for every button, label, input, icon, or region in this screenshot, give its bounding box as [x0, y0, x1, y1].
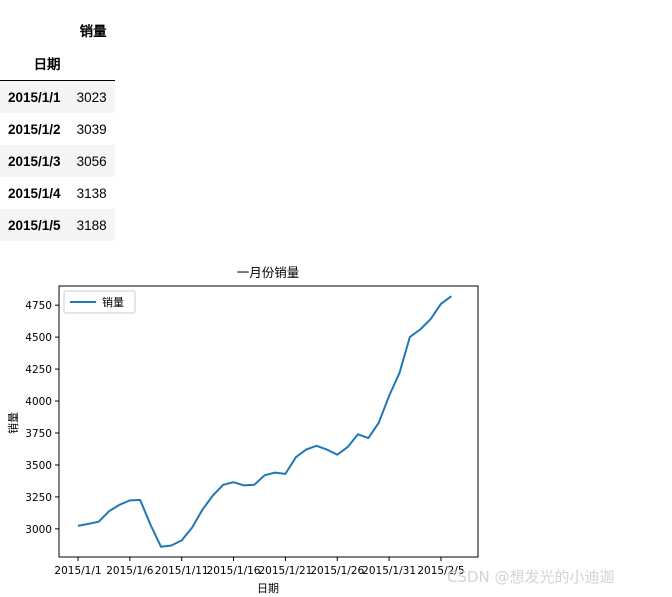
y-tick-label: 4500: [25, 332, 52, 344]
index-name-date: 日期: [33, 57, 61, 72]
table-row: 2015/1/4 3138: [0, 177, 115, 209]
series-line-sales: [77, 295, 452, 548]
y-tick-label: 3500: [25, 460, 52, 472]
legend-box: [63, 290, 136, 314]
table-row: 2015/1/5 3188: [0, 209, 115, 241]
table-row: 2015/1/1 3023: [0, 80, 115, 113]
index-name-row: 日期: [0, 46, 115, 81]
table-row: 2015/1/3 3056: [0, 145, 115, 177]
y-tick-label: 4000: [25, 396, 52, 408]
y-tick-label: 4250: [25, 364, 52, 376]
corner-cell: [0, 14, 69, 46]
x-axis: 2015/1/1 2015/1/6 2015/1/112015/1/162015/1…: [54, 557, 465, 577]
x-tick-label: 2015/1/21: [258, 565, 312, 577]
plot-frame: [58, 285, 479, 558]
row-value: 3056: [76, 153, 107, 169]
x-tick-label: 2015/1/1: [54, 565, 101, 577]
legend: 销量: [63, 290, 136, 314]
x-tick-label: 2015/1/31: [362, 565, 416, 577]
x-tick-label: 2015/1/11: [155, 565, 209, 577]
column-header-sales: 销量: [79, 24, 107, 39]
index-name-empty: [69, 46, 115, 81]
row-value: 3039: [76, 121, 107, 137]
dataframe-table: 销量 日期 2015/1/1 3023 2015/1/2 3039 2015/1…: [0, 14, 115, 241]
row-date: 2015/1/3: [8, 153, 61, 169]
y-tick-label: 3250: [25, 492, 52, 504]
watermark: CSDN @想发光的小迪迦: [447, 568, 615, 586]
x-tick-label: 2015/1/16: [207, 565, 261, 577]
row-date: 2015/1/2: [8, 121, 61, 137]
x-tick-label: 2015/2/5: [417, 565, 464, 577]
chart-title: 一月份销量: [237, 265, 300, 280]
y-axis: 3000 3250 3500 3750 4000 4250 4500 4750: [25, 300, 59, 536]
row-value: 3023: [76, 89, 107, 105]
line-chart: 一月份销量 3000 3250 3500 3750 4000 4250 4500 4750 2…: [6, 265, 479, 595]
table-row: 2015/1/2 3039: [0, 113, 115, 145]
legend-label: 销量: [102, 295, 124, 309]
row-date: 2015/1/4: [8, 185, 61, 201]
row-date: 2015/1/1: [8, 89, 61, 105]
y-tick-label: 3000: [25, 524, 52, 536]
y-tick-label: 3750: [25, 428, 52, 440]
column-header-row: 销量: [0, 14, 115, 46]
x-tick-label: 2015/1/6: [106, 565, 153, 577]
row-date: 2015/1/5: [8, 217, 61, 233]
row-value: 3188: [76, 217, 107, 233]
y-axis-label: 销量: [6, 412, 20, 434]
row-value: 3138: [76, 185, 107, 201]
y-tick-label: 4750: [25, 300, 52, 312]
x-tick-label: 2015/1/26: [310, 565, 364, 577]
x-axis-label: 日期: [257, 582, 279, 595]
